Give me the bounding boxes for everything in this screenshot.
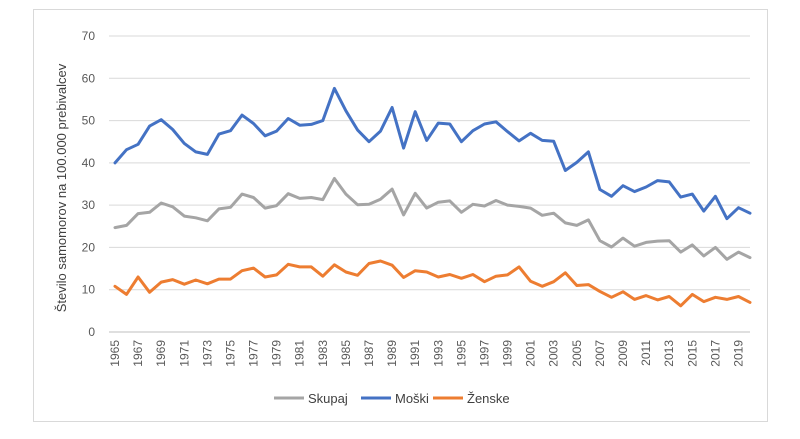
legend-label: Skupaj [308, 391, 348, 406]
x-tick-label: 1989 [385, 340, 399, 367]
legend-label: Ženske [467, 391, 510, 406]
x-tick-label: 1991 [408, 340, 422, 367]
x-tick-label: 1999 [501, 340, 515, 367]
series-line-skupaj [113, 177, 752, 261]
x-tick-label: 2007 [593, 340, 607, 367]
x-tick-label: 1983 [316, 340, 330, 367]
x-tick-label: 2017 [708, 340, 722, 367]
x-tick-label: 1977 [247, 340, 261, 367]
x-tick-label: 2011 [639, 340, 653, 366]
x-tick-label: 1971 [177, 340, 191, 367]
series-line-moški [113, 86, 752, 221]
x-tick-label: 2015 [685, 340, 699, 367]
x-tick-label: 1973 [200, 340, 214, 367]
legend-item: Moški [361, 391, 429, 406]
y-tick-label: 0 [88, 325, 95, 339]
x-tick-label: 1985 [339, 340, 353, 367]
x-tick-label: 1969 [154, 340, 168, 367]
series-lines [113, 86, 752, 308]
x-tick-label: 1997 [477, 340, 491, 367]
y-tick-label: 70 [82, 29, 96, 43]
x-tick-label: 1995 [454, 340, 468, 367]
legend-label: Moški [395, 391, 429, 406]
x-tick-label: 1965 [108, 340, 122, 367]
legend: Skupaj Moški Ženske [274, 391, 510, 406]
legend-item: Skupaj [274, 391, 348, 406]
x-tick-label: 2009 [616, 340, 630, 367]
x-tick-label: 1967 [131, 340, 145, 367]
y-tick-label: 30 [82, 198, 96, 212]
y-tick-label: 40 [82, 156, 96, 170]
gridlines [109, 35, 750, 333]
y-tick-labels: 0 10 20 30 40 50 60 70 [82, 29, 96, 339]
x-tick-label: 2001 [524, 340, 538, 367]
legend-item: Ženske [433, 391, 510, 406]
x-tick-label: 1987 [362, 340, 376, 367]
x-tick-label: 2019 [731, 340, 745, 367]
x-tick-labels: 1965 1967 1969 1971 1973 1975 1977 1979 1981 1983… [108, 340, 745, 367]
x-tick-label: 2005 [570, 340, 584, 367]
y-tick-label: 60 [82, 71, 96, 85]
x-tick-label: 2013 [662, 340, 676, 367]
y-tick-label: 10 [82, 283, 96, 297]
y-axis-label: Število samomorov na 100.000 prebivalcev [54, 63, 69, 312]
y-tick-label: 50 [82, 114, 96, 128]
series-line-ženske [113, 259, 752, 308]
x-tick-label: 1979 [270, 340, 284, 367]
x-tick-label: 1993 [431, 340, 445, 367]
x-tick-label: 1975 [223, 340, 237, 367]
y-tick-label: 20 [82, 240, 96, 254]
x-tick-label: 1981 [293, 340, 307, 367]
x-tick-label: 2003 [547, 340, 561, 367]
